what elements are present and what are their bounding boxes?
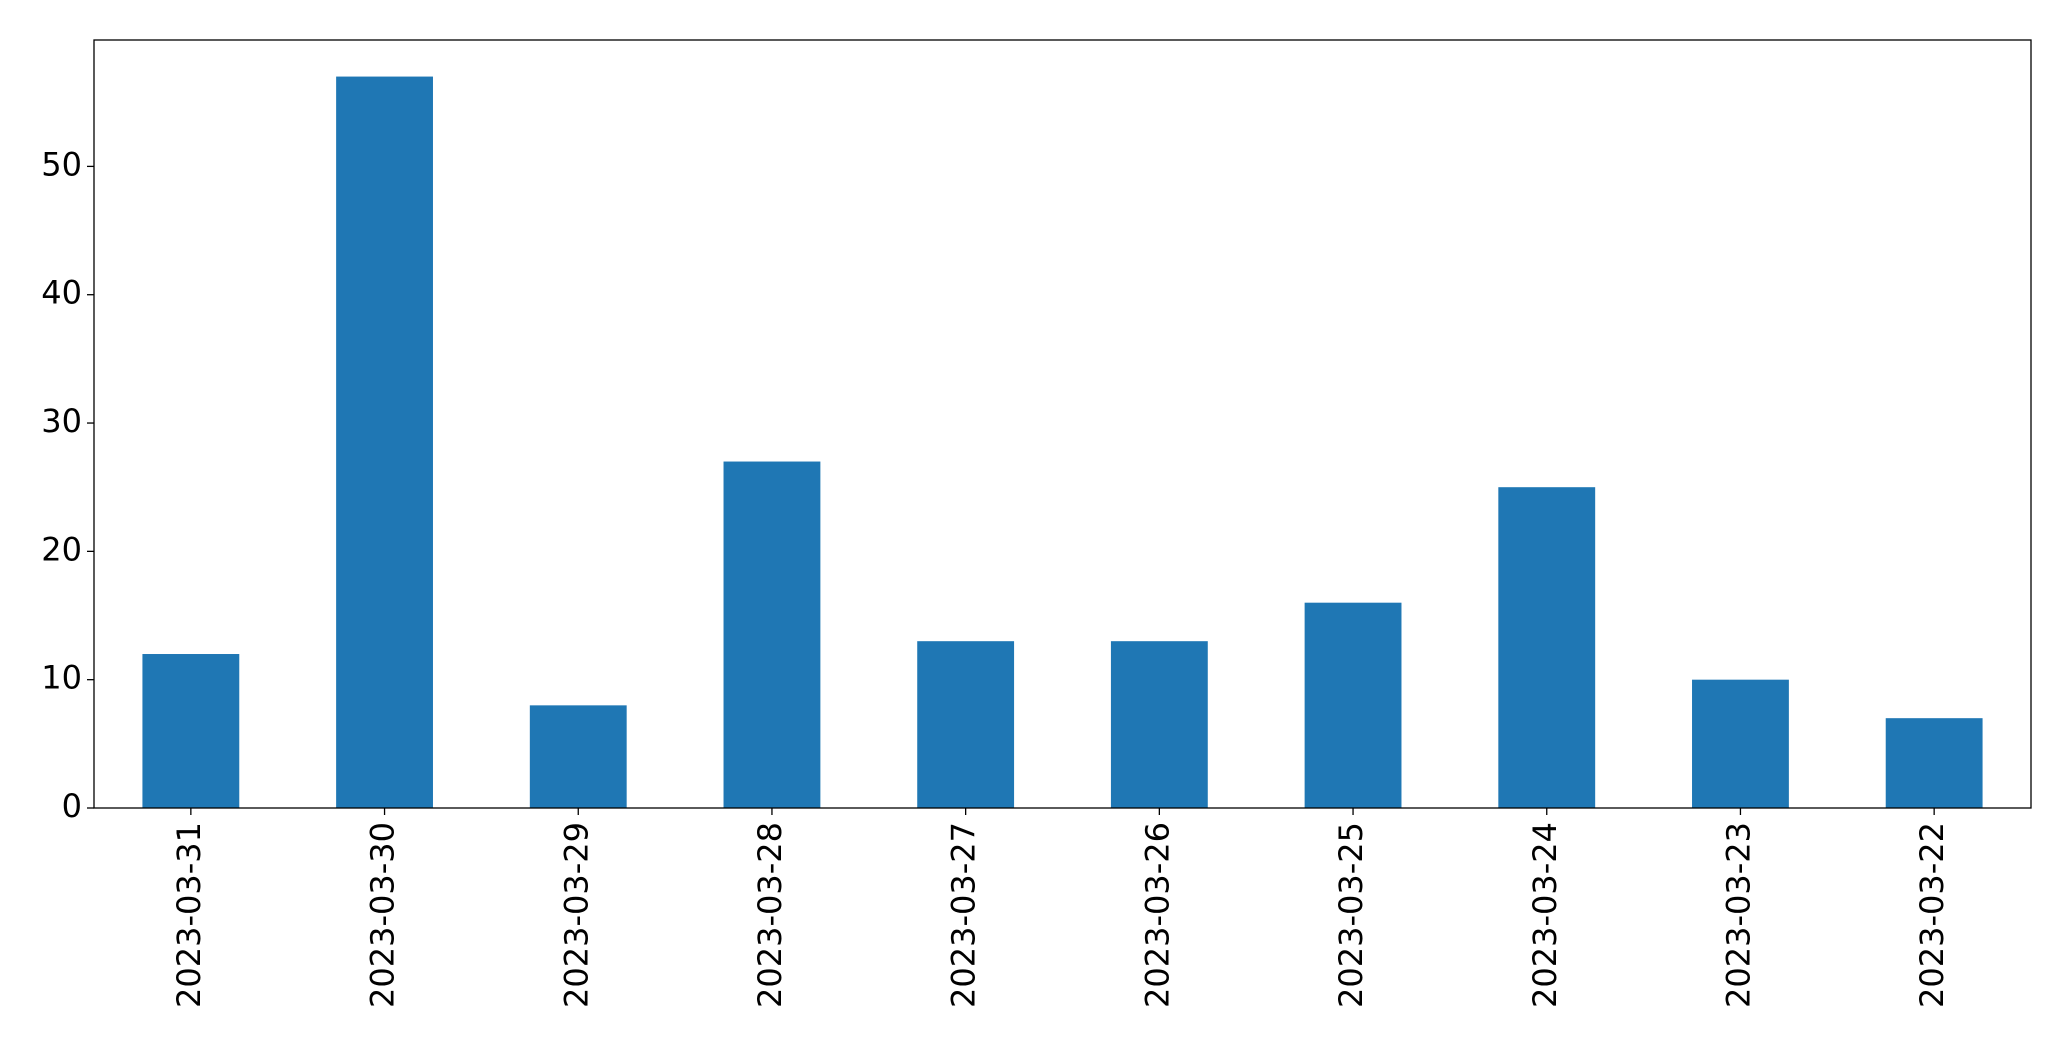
x-tick-label: 2023-03-26	[1138, 822, 1176, 1008]
plot-frame	[93, 39, 2032, 809]
y-tick-label: 0	[62, 787, 82, 825]
bar	[1885, 718, 1983, 808]
x-tick-label: 2023-03-29	[557, 822, 595, 1008]
bar	[1692, 679, 1789, 808]
x-tick-label: 2023-03-31	[170, 822, 208, 1008]
y-tick-label: 20	[41, 530, 82, 568]
bar	[723, 461, 821, 808]
x-tick-label: 2023-03-28	[751, 822, 789, 1008]
x-tick-label: 2023-03-24	[1526, 822, 1564, 1008]
x-tick-label: 2023-03-23	[1719, 822, 1757, 1008]
x-tick-label: 2023-03-27	[945, 822, 983, 1008]
bar	[1304, 602, 1402, 808]
bar	[1110, 641, 1208, 808]
x-tick-label: 2023-03-22	[1913, 822, 1951, 1008]
y-tick-label: 50	[41, 145, 82, 183]
y-tick-label: 10	[41, 659, 82, 697]
bar	[336, 76, 433, 809]
y-tick-label: 40	[41, 274, 82, 312]
x-tick-label: 2023-03-30	[364, 822, 402, 1008]
bar	[529, 705, 627, 808]
x-tick-label: 2023-03-25	[1332, 822, 1370, 1008]
bar	[1498, 487, 1596, 808]
bar	[917, 641, 1015, 808]
bar	[142, 654, 240, 808]
y-tick-label: 30	[41, 402, 82, 440]
